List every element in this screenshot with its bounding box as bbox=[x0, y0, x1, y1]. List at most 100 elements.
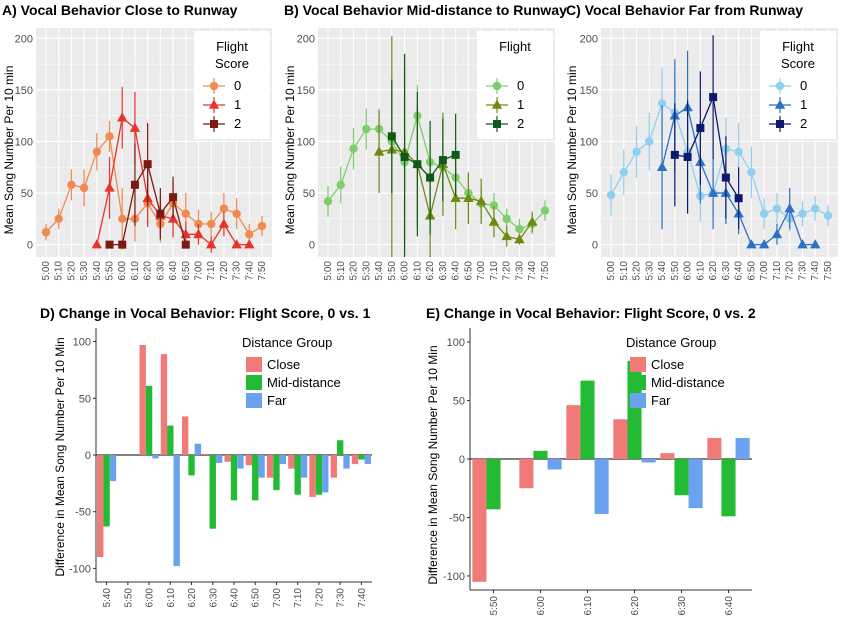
panel-e-bar bbox=[519, 459, 534, 489]
panel-d-xtick-label: 6:30 bbox=[208, 588, 219, 608]
panel-e-legend-swatch bbox=[630, 375, 646, 390]
panel-a-data-point bbox=[206, 219, 216, 229]
panel-a-data-point bbox=[105, 132, 114, 141]
panel-a-plot-area: 0 50 100 150 200 5:00 5:10 5:20 5:30 5:40 5:50 6:00… bbox=[15, 28, 272, 280]
panel-c-legend-label: 2 bbox=[800, 116, 807, 131]
panel-a-data-point bbox=[257, 221, 267, 231]
panel-a-legend-box bbox=[194, 31, 270, 139]
panel-a-xtick-label: 7:50 bbox=[257, 261, 268, 281]
panel-a-ytick-label: 0 bbox=[27, 240, 33, 252]
panel-c-data-point bbox=[606, 190, 616, 200]
panel-b-ytick-label: 0 bbox=[309, 240, 315, 252]
panel-d-ytick-label: -50 bbox=[75, 507, 91, 519]
panel-c-plot-area: 0 50 100 150 200 5:00 5:10 5:20 5:30 5:40 5:50 6:00… bbox=[580, 28, 838, 280]
panel-c-xtick-label: 7:00 bbox=[759, 261, 770, 281]
panel-a-xtick-label: 6:10 bbox=[130, 261, 141, 281]
panel-b-data-point bbox=[413, 160, 422, 169]
panel-b-data-point bbox=[450, 192, 461, 203]
panel-c-xtick-label: 6:50 bbox=[746, 261, 757, 281]
panel-b-xtick-label: 7:10 bbox=[489, 261, 500, 281]
panel-b-legend-label: 0 bbox=[517, 78, 524, 93]
panel-d-xtick-label: 7:40 bbox=[357, 588, 368, 608]
panel-d-bar bbox=[209, 455, 216, 529]
panel-c-data-point bbox=[632, 147, 641, 156]
panel-d-legend-title: Distance Group bbox=[242, 335, 332, 350]
panel-d-bar bbox=[215, 455, 223, 463]
panel-c-data-point bbox=[707, 187, 719, 197]
panel-b-data-point bbox=[387, 132, 396, 141]
panel-e-legend-label: Close bbox=[651, 357, 684, 372]
panel-a-xtick-label: 5:40 bbox=[92, 261, 103, 281]
panel-d-bar bbox=[322, 455, 329, 493]
panel-a-xtick-label: 6:40 bbox=[168, 261, 179, 281]
panel-b-data-point bbox=[489, 201, 499, 210]
panel-e-title: E) Change in Vocal Behavior: Flight Scor… bbox=[426, 305, 756, 321]
panel-a-data-point bbox=[129, 122, 141, 132]
panel-d-title: D) Change in Vocal Behavior: Flight Scor… bbox=[40, 305, 371, 321]
panel-c-legend-label: 0 bbox=[800, 78, 807, 93]
panel-a-xtick-label: 7:10 bbox=[206, 261, 217, 281]
panel-b-xtick-label: 6:00 bbox=[400, 261, 411, 281]
panel-d-bar bbox=[97, 455, 104, 558]
panel-c-legend-marker bbox=[776, 120, 784, 128]
panel-b-legend-title: Flight bbox=[499, 39, 531, 54]
panel-a-xtick-label: 7:00 bbox=[193, 261, 204, 281]
panel-a-legend-title: Flight bbox=[216, 39, 248, 54]
panel-d-bar bbox=[203, 453, 210, 455]
panel-e-bar bbox=[721, 459, 736, 517]
panel-c-xtick-label: 6:10 bbox=[695, 261, 706, 281]
panel-c-data-point bbox=[811, 204, 820, 213]
panel-c-xtick-label: 6:40 bbox=[734, 261, 745, 281]
panel-b-xtick-label: 6:40 bbox=[451, 261, 462, 281]
panel-b-data-point bbox=[475, 195, 487, 206]
panel-b-data-point bbox=[426, 173, 435, 182]
panel-d-xtick-label: 7:30 bbox=[336, 588, 347, 608]
panel-b-plot-area: 0 50 100 150 200 5:00 5:10 5:20 5:30 5:40 5:50 6:00… bbox=[297, 28, 555, 280]
panel-c-data-point bbox=[758, 239, 770, 249]
panel-d-bar bbox=[167, 425, 174, 455]
panel-d-xtick-label: 5:50 bbox=[123, 588, 134, 608]
panel-c-title: C) Vocal Behavior Far from Runway bbox=[566, 2, 803, 18]
panel-d-bar bbox=[266, 455, 274, 478]
panel-b-xtick-label: 6:20 bbox=[425, 261, 436, 281]
panel-a-data-point bbox=[104, 182, 115, 192]
panel-b-xtick-label: 5:00 bbox=[323, 261, 334, 281]
panel-d-bar-chart: D) Change in Vocal Behavior: Flight Scor… bbox=[40, 305, 372, 607]
panel-c-ytick-label: 150 bbox=[580, 85, 598, 97]
panel-c-data-point bbox=[810, 239, 821, 249]
panel-a-data-point bbox=[54, 214, 63, 224]
panel-b-legend-box bbox=[477, 31, 553, 139]
panel-c-data-point bbox=[656, 161, 668, 172]
panel-b-data-point bbox=[514, 233, 525, 244]
panel-e-ytick-label: -100 bbox=[443, 571, 465, 583]
panel-c-xtick-label: 5:30 bbox=[644, 261, 655, 281]
panel-d-ytick-label: 50 bbox=[79, 393, 91, 405]
panel-b-data-point bbox=[502, 214, 511, 224]
panel-a-data-point bbox=[181, 240, 190, 249]
panel-a-data-point bbox=[218, 218, 230, 228]
panel-b-xtick-label: 7:00 bbox=[476, 261, 487, 281]
panel-b-ytick-label: 200 bbox=[297, 33, 315, 45]
panel-e-bar bbox=[688, 459, 703, 509]
panel-e-xtick-label: 6:20 bbox=[630, 596, 641, 616]
panel-c-legend-marker bbox=[774, 99, 786, 109]
panel-a-legend-marker bbox=[210, 120, 218, 128]
panel-b-xtick-label: 6:10 bbox=[412, 261, 423, 281]
panel-d-bar bbox=[109, 455, 117, 482]
panel-d-legend-swatch bbox=[246, 357, 262, 372]
panel-d-legend-label: Close bbox=[267, 357, 300, 372]
panel-b-xtick-label: 6:50 bbox=[463, 261, 474, 281]
panel-a-ytick-label: 50 bbox=[21, 188, 33, 200]
panel-d-bar bbox=[152, 455, 159, 459]
panel-a-data-point bbox=[91, 239, 103, 249]
panel-d-bar bbox=[173, 455, 180, 567]
panel-a-data-point bbox=[143, 160, 152, 169]
panel-c-data-point bbox=[657, 99, 667, 108]
panel-b-data-point bbox=[336, 180, 345, 189]
panel-d-bar bbox=[294, 455, 301, 495]
panel-c-ytick-label: 100 bbox=[580, 136, 598, 148]
panel-c-data-point bbox=[670, 150, 679, 159]
panel-a-ytick-label: 150 bbox=[15, 85, 33, 97]
panel-a-data-point bbox=[156, 209, 165, 218]
panel-d-xtick-label: 7:10 bbox=[293, 588, 304, 608]
